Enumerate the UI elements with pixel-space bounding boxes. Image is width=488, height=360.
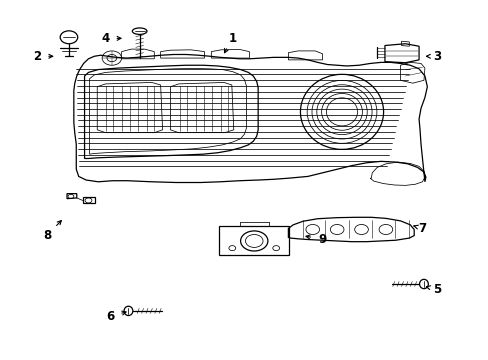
Text: 4: 4 (101, 32, 109, 45)
Ellipse shape (132, 28, 147, 35)
Text: 9: 9 (318, 233, 326, 246)
Text: 7: 7 (418, 222, 426, 235)
Text: 5: 5 (432, 283, 440, 296)
Ellipse shape (124, 306, 133, 316)
Text: 2: 2 (33, 50, 41, 63)
Text: 1: 1 (228, 32, 236, 45)
Ellipse shape (419, 279, 427, 289)
Text: 6: 6 (106, 310, 114, 323)
Text: 3: 3 (432, 50, 440, 63)
Text: 8: 8 (43, 229, 51, 242)
